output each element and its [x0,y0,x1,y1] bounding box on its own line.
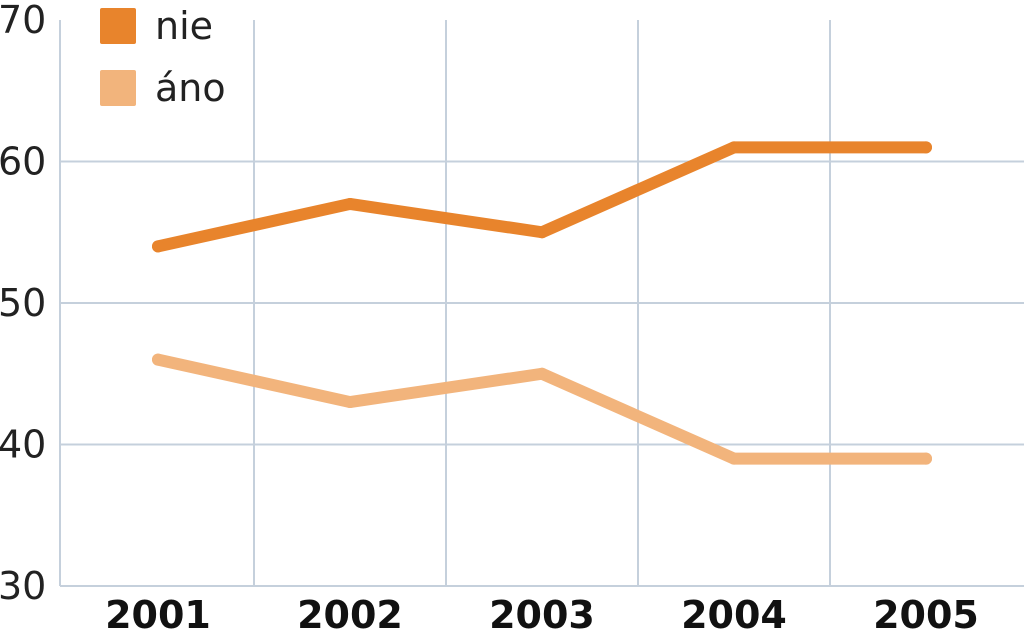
data-point [344,197,356,210]
data-point [920,452,932,465]
y-tick-label: 50 [0,281,46,325]
data-point [536,367,548,380]
y-axis: 30 40 50 60 70 [0,0,46,608]
x-tick-label: 2002 [297,593,403,636]
y-tick-label: 60 [0,140,46,184]
grid-layer [59,20,1024,587]
x-axis: 2001 2002 2003 2004 2005 [105,593,979,636]
data-point [344,396,356,409]
series-layer [152,141,932,465]
y-tick-label: 40 [0,423,46,467]
legend-swatch [100,70,136,106]
x-tick-label: 2003 [489,593,595,636]
y-tick-label: 70 [0,0,46,42]
legend: nie áno [100,4,226,110]
data-point [920,141,932,154]
legend-label: áno [155,66,226,110]
legend-swatch [100,8,136,44]
x-tick-label: 2001 [105,593,211,636]
legend-label: nie [155,4,213,48]
data-point [728,141,740,154]
x-tick-label: 2004 [681,593,787,636]
x-tick-label: 2005 [873,593,979,636]
y-tick-label: 30 [0,564,46,608]
data-point [152,240,164,253]
data-point [728,452,740,465]
data-point [536,226,548,239]
data-point [152,353,164,366]
